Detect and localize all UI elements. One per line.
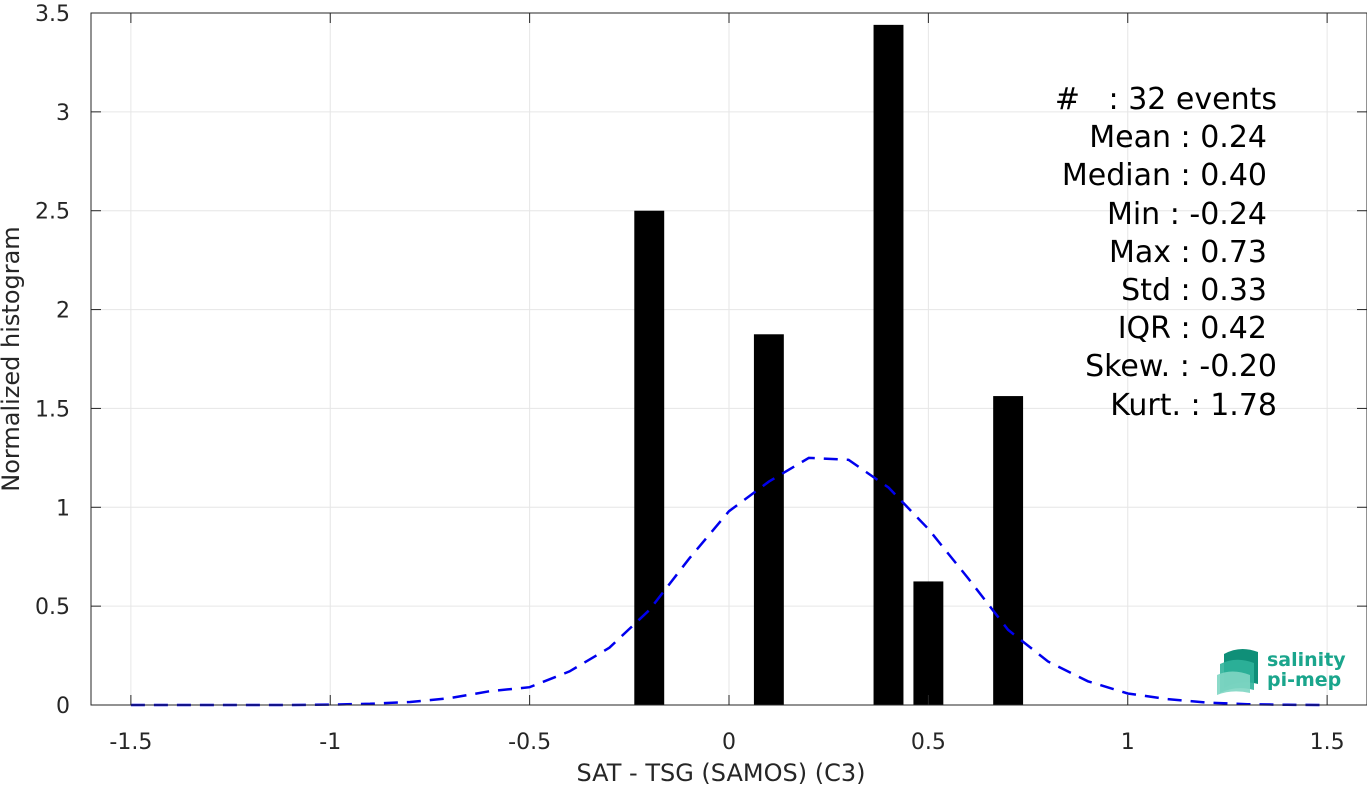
histogram-bar <box>873 24 904 706</box>
x-tick-label: 0 <box>722 730 736 755</box>
stat-std: Std : 0.33 <box>1121 273 1267 308</box>
stat-kurt: Kurt. : 1.78 <box>1110 388 1277 423</box>
y-tick-label: 2 <box>56 299 70 324</box>
x-tick-label: 1.5 <box>1310 730 1345 755</box>
histogram-bar <box>634 210 665 705</box>
stat-min: Min : -0.24 <box>1107 197 1267 232</box>
statistics-annotation: # : 32 events Mean : 0.24 Median : 0.40 … <box>1055 82 1277 423</box>
x-tick-label: -1.5 <box>109 730 152 755</box>
stat-median: Median : 0.40 <box>1062 158 1267 193</box>
gaussian-fit-curve <box>130 456 1328 707</box>
logo-line1: salinity <box>1267 649 1346 671</box>
y-tick-label: 3.5 <box>35 2 70 27</box>
y-axis-label: Normalized histogram <box>0 226 25 491</box>
histogram-bars <box>634 24 1024 706</box>
x-tick-label: -0.5 <box>508 730 551 755</box>
y-tick-label: 0.5 <box>35 595 70 620</box>
histogram-bar <box>753 334 784 705</box>
stat-count: # : 32 events <box>1055 82 1277 117</box>
x-tick-label: 1 <box>1121 730 1135 755</box>
histogram-bar <box>993 396 1024 705</box>
stat-mean: Mean : 0.24 <box>1089 120 1267 155</box>
stat-iqr: IQR : 0.42 <box>1118 311 1267 346</box>
y-tick-label: 3 <box>56 101 70 126</box>
salinity-pi-mep-logo: salinity pi-mep <box>1217 648 1346 695</box>
histogram-bar <box>913 581 944 705</box>
y-tick-label: 1.5 <box>35 397 70 422</box>
y-tick-label: 1 <box>56 496 70 521</box>
y-tick-label: 2.5 <box>35 200 70 225</box>
x-tick-label: 0.5 <box>911 730 946 755</box>
x-axis-ticks: -1.5 -1 -0.5 0 0.5 1 1.5 <box>109 13 1345 755</box>
x-tick-label: -1 <box>319 730 341 755</box>
y-tick-label: 0 <box>56 694 70 719</box>
x-axis-label: SAT - TSG (SAMOS) (C3) <box>577 759 866 785</box>
wave-icon <box>1217 648 1258 695</box>
stat-max: Max : 0.73 <box>1109 235 1267 270</box>
logo-line2: pi-mep <box>1267 669 1341 691</box>
stat-skew: Skew. : -0.20 <box>1085 349 1277 384</box>
y-axis-ticks: 0 0.5 1 1.5 2 2.5 3 3.5 <box>35 2 1367 719</box>
